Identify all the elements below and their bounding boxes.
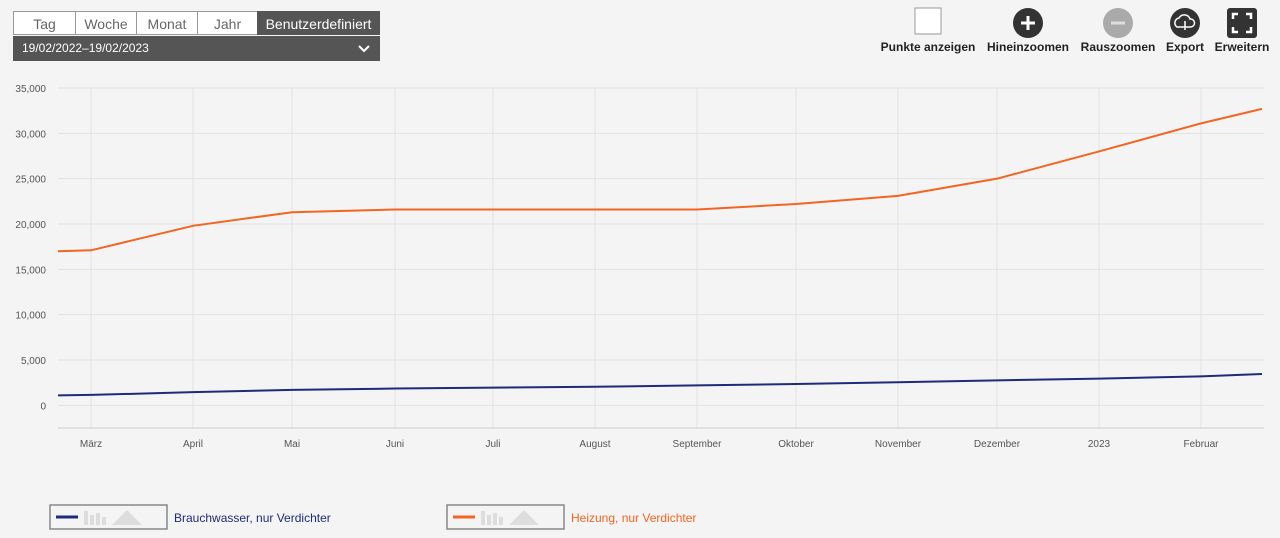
y-tick-label: 25,000 xyxy=(15,175,46,186)
date-dropdown[interactable]: 19/02/2022–19/02/2023 xyxy=(13,36,380,61)
y-tick-label: 30,000 xyxy=(15,129,46,140)
legend-area-icon xyxy=(112,510,142,525)
legend-label: Brauchwasser, nur Verdichter xyxy=(174,511,331,525)
y-tick-label: 0 xyxy=(40,401,46,412)
legend-bar-icon xyxy=(493,513,497,525)
x-tick-label: Juli xyxy=(485,439,500,450)
legend-item[interactable]: Brauchwasser, nur Verdichter xyxy=(49,504,331,530)
x-tick-label: Oktober xyxy=(778,439,814,450)
series-line xyxy=(57,107,1263,253)
checkbox[interactable] xyxy=(914,7,942,35)
y-tick-label: 15,000 xyxy=(15,265,46,276)
legend-box xyxy=(446,504,565,530)
x-tick-label: Februar xyxy=(1183,439,1219,450)
chevron xyxy=(358,45,370,53)
legend-item[interactable]: Heizung, nur Verdichter xyxy=(446,504,696,530)
x-tick-label: April xyxy=(183,439,203,450)
y-tick-label: 35,000 xyxy=(15,84,46,95)
action-label[interactable]: Export xyxy=(1165,40,1205,54)
date-range: 19/02/2022–19/02/2023 xyxy=(22,41,149,55)
action-label[interactable]: Punkte anzeigen xyxy=(880,40,976,54)
expand-icon[interactable] xyxy=(1227,8,1257,38)
x-tick-label: November xyxy=(875,439,922,450)
legend-bar-icon xyxy=(487,515,491,525)
x-tick-label: August xyxy=(579,439,610,450)
action-label[interactable]: Hineinzoomen xyxy=(986,40,1070,54)
action-label[interactable]: Erweitern xyxy=(1214,40,1270,54)
legend-bar-icon xyxy=(102,517,106,525)
legend-box xyxy=(49,504,168,530)
x-tick-label: März xyxy=(80,439,102,450)
y-tick-label: 10,000 xyxy=(15,311,46,322)
x-tick-label: 2023 xyxy=(1088,439,1111,450)
range-button[interactable]: Monat xyxy=(136,11,198,35)
legend-bar-icon xyxy=(84,511,88,525)
y-tick-label: 5,000 xyxy=(21,356,46,367)
action-icons xyxy=(914,7,1257,38)
x-tick-label: September xyxy=(673,439,723,450)
legend-area-icon xyxy=(509,510,539,525)
legend-bar-icon xyxy=(499,517,503,525)
chart: 0 5,000 10,000 15,000 20,000 25,000 30,000 35,0… xyxy=(15,84,1264,530)
legend-bar-icon xyxy=(481,511,485,525)
x-tick-label: Juni xyxy=(386,439,404,450)
range-button[interactable]: Benutzerdefiniert xyxy=(257,11,380,35)
x-tick-label: Dezember xyxy=(974,439,1021,450)
y-tick-label: 20,000 xyxy=(15,220,46,231)
series-line xyxy=(57,373,1263,397)
legend-bar-icon xyxy=(90,515,94,525)
x-tick-label: Mai xyxy=(284,439,300,450)
range-button[interactable]: Tag xyxy=(13,11,76,35)
action-label[interactable]: Rauszoomen xyxy=(1080,40,1156,54)
range-button[interactable]: Woche xyxy=(75,11,137,35)
range-button[interactable]: Jahr xyxy=(197,11,258,35)
legend-bar-icon xyxy=(96,513,100,525)
legend-label: Heizung, nur Verdichter xyxy=(571,511,696,525)
